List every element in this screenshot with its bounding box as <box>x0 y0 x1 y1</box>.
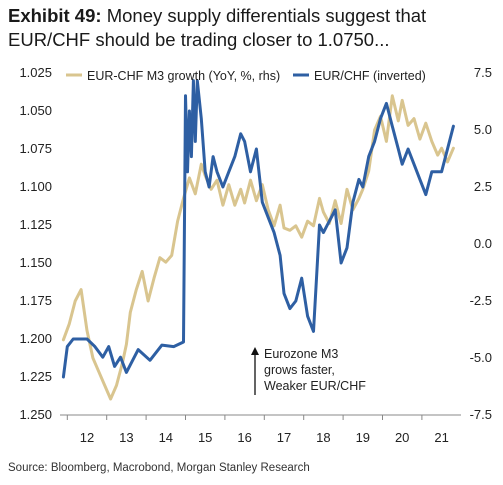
x-tick-label: 19 <box>356 430 370 445</box>
title-text: Money supply differentials suggest that … <box>8 5 427 50</box>
annotation-arrowhead <box>251 347 259 355</box>
x-tick-label: 13 <box>119 430 133 445</box>
left-tick-label: 1.100 <box>19 179 52 194</box>
right-tick-label: 7.5 <box>474 65 492 80</box>
right-tick-label: -5.0 <box>470 350 492 365</box>
left-tick-label: 1.225 <box>19 369 52 384</box>
right-tick-label: 2.5 <box>474 179 492 194</box>
left-tick-label: 1.175 <box>19 293 52 308</box>
legend-label-m3: EUR-CHF M3 growth (YoY, %, rhs) <box>87 69 280 83</box>
annotation-line-3: Weaker EUR/CHF <box>264 379 366 393</box>
exhibit-label: Exhibit 49: <box>8 5 102 26</box>
chart-axes: 12 13 14 15 16 17 18 19 20 21 1.025 1.050 1.075 1.100… <box>19 65 492 445</box>
x-tick-label: 15 <box>198 430 212 445</box>
series-line-eurchf <box>61 79 455 379</box>
chart-legend: EUR-CHF M3 growth (YoY, %, rhs) EUR/CHF … <box>66 69 426 83</box>
right-tick-label: -2.5 <box>470 293 492 308</box>
left-tick-label: 1.150 <box>19 255 52 270</box>
left-tick-label: 1.075 <box>19 141 52 156</box>
legend-label-eurchf: EUR/CHF (inverted) <box>314 69 426 83</box>
annotation-line-1: Eurozone M3 <box>264 347 338 361</box>
x-tick-label: 18 <box>316 430 330 445</box>
x-tick-label: 14 <box>159 430 173 445</box>
left-tick-label: 1.125 <box>19 217 52 232</box>
x-tick-label: 12 <box>80 430 94 445</box>
source-note: Source: Bloomberg, Macrobond, Morgan Sta… <box>8 462 310 474</box>
annotation-line-2: grows faster, <box>264 363 335 377</box>
x-tick-label: 20 <box>395 430 409 445</box>
series-eurchf <box>61 79 455 379</box>
left-tick-label: 1.025 <box>19 65 52 80</box>
left-tick-label: 1.050 <box>19 103 52 118</box>
left-tick-label: 1.250 <box>19 407 52 422</box>
x-tick-label: 16 <box>237 430 251 445</box>
right-tick-label: 0.0 <box>474 236 492 251</box>
x-tick-label: 21 <box>434 430 448 445</box>
chart-annotation: Eurozone M3 grows faster, Weaker EUR/CHF <box>251 347 366 395</box>
right-tick-label: -7.5 <box>470 407 492 422</box>
right-tick-label: 5.0 <box>474 122 492 137</box>
left-tick-label: 1.200 <box>19 331 52 346</box>
chart-title: Exhibit 49: Money supply differentials s… <box>8 4 498 52</box>
x-tick-label: 17 <box>277 430 291 445</box>
